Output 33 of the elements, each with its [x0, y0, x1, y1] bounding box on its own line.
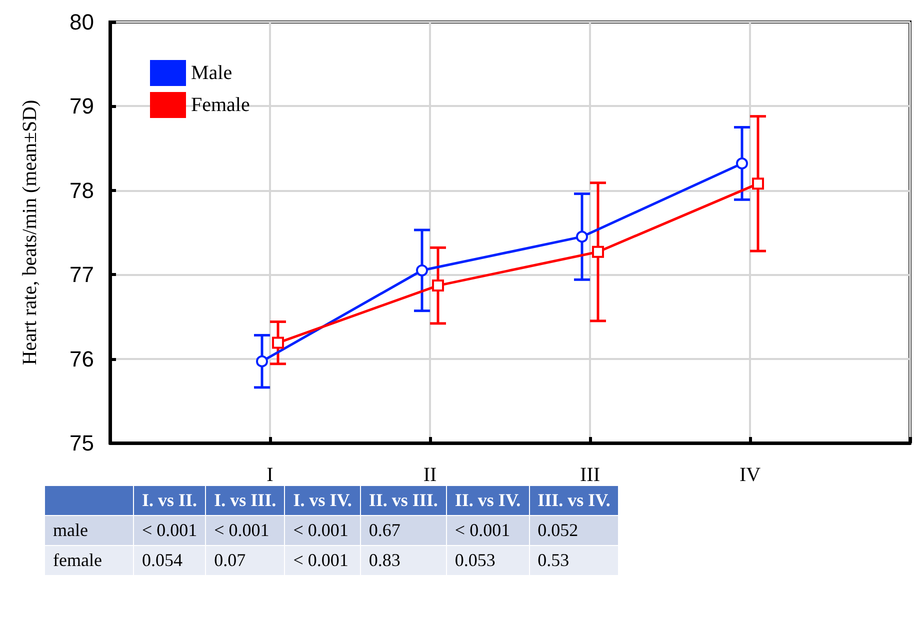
text: II. vs IV.: [446, 486, 530, 516]
text: 0.53: [529, 546, 619, 576]
legend-label: Male: [191, 62, 232, 84]
text: female: [44, 546, 134, 576]
legend-label: Female: [191, 94, 250, 116]
text: < 0.001: [284, 546, 360, 576]
text: 0.83: [360, 546, 446, 576]
text: < 0.001: [446, 516, 530, 546]
text: < 0.001: [134, 516, 206, 546]
y-tick-label: 78: [70, 178, 94, 203]
text: 0.67: [360, 516, 446, 546]
text: III. vs IV.: [529, 486, 619, 516]
text: 0.07: [206, 546, 285, 576]
y-tick-label: 75: [70, 430, 94, 456]
text: II. vs III.: [360, 486, 446, 516]
x-tick-label: III: [580, 464, 600, 486]
text: I. vs III.: [206, 486, 285, 516]
x-tick-label: I: [266, 464, 274, 486]
text: < 0.001: [284, 516, 360, 546]
x-tick-label: IV: [739, 464, 762, 486]
text: < 0.001: [206, 516, 285, 546]
x-tick-label: II: [423, 464, 437, 486]
y-tick-label: 76: [70, 346, 94, 372]
text: 0.054: [134, 546, 206, 576]
text: male: [44, 516, 134, 546]
text: I. vs IV.: [284, 486, 360, 516]
y-tick-label: 79: [70, 94, 94, 119]
y-axis-title: Heart rate, beats/min (mean±SD): [19, 100, 41, 366]
y-tick-label: 77: [70, 262, 94, 288]
text: I. vs II.: [134, 486, 206, 516]
y-tick-label: 80: [70, 10, 94, 34]
text: 0.053: [446, 546, 530, 576]
text: 0.052: [529, 516, 619, 546]
